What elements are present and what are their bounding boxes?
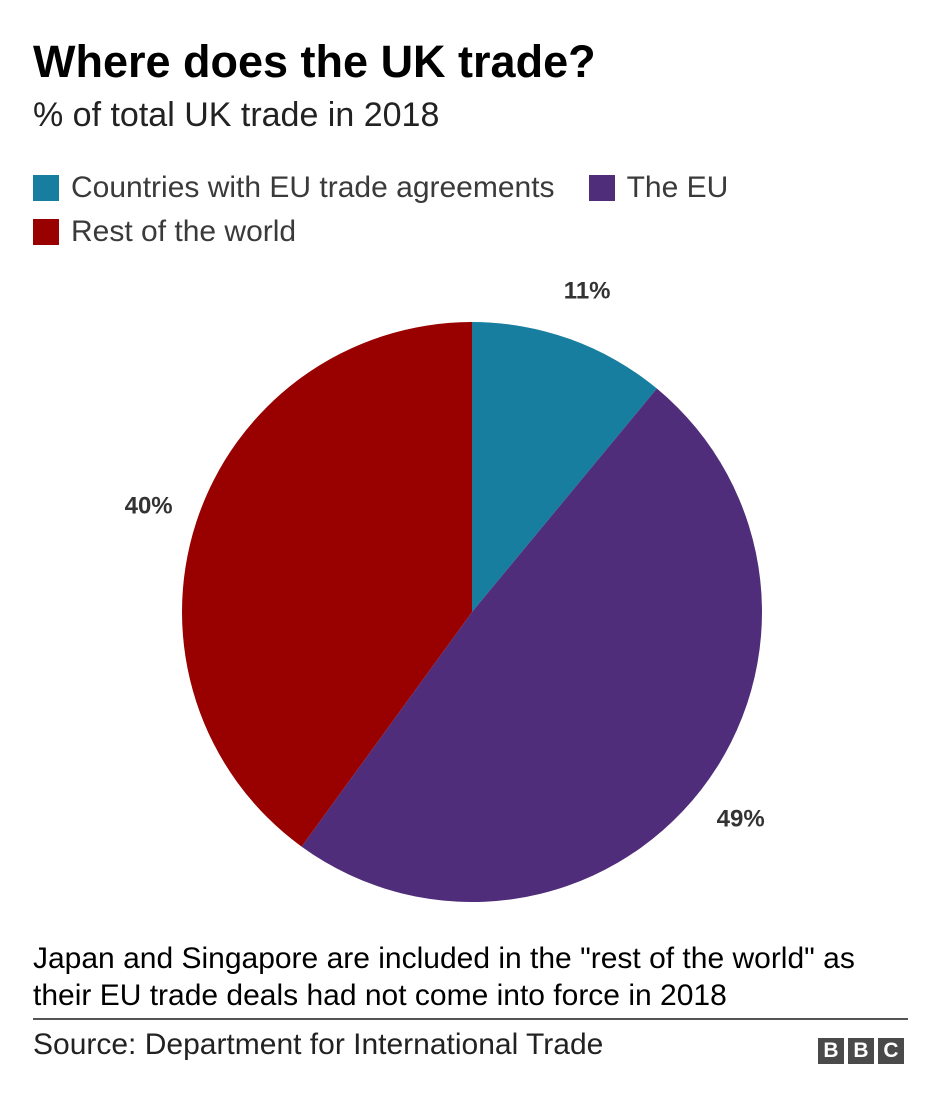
legend-swatch-eu-agreements bbox=[33, 175, 59, 201]
legend-item-rest-of-world: Rest of the world bbox=[33, 215, 296, 249]
source-text: Source: Department for International Tra… bbox=[33, 1028, 604, 1061]
legend-swatch-eu bbox=[588, 175, 615, 201]
bbc-logo-letter: B bbox=[848, 1038, 874, 1064]
pie-slice-1 bbox=[472, 322, 657, 612]
pie-slice-label: 11% bbox=[564, 277, 611, 304]
footer-divider bbox=[33, 1018, 908, 1020]
pie-slice-label: 49% bbox=[717, 806, 765, 833]
bbc-logo-letter: B bbox=[818, 1038, 844, 1064]
legend-row-2: Rest of the world bbox=[33, 210, 913, 254]
footnote: Japan and Singapore are included in the … bbox=[33, 942, 855, 1012]
pie-slice-label: 40% bbox=[125, 492, 173, 519]
bbc-logo: B B C bbox=[818, 1038, 908, 1064]
pie-slice-3 bbox=[181, 322, 473, 847]
legend-item-eu: The EU bbox=[588, 171, 729, 205]
pie-chart: 11% 49% 40% bbox=[125, 277, 765, 902]
legend-swatch-rest-of-world bbox=[33, 219, 59, 245]
legend-label-eu-agreements: Countries with EU trade agreements bbox=[71, 171, 555, 204]
chart-title: Where does the UK trade? bbox=[33, 36, 596, 87]
chart-subtitle: % of total UK trade in 2018 bbox=[33, 96, 440, 134]
legend-label-eu: The EU bbox=[626, 171, 729, 204]
pie-slice-2 bbox=[301, 388, 762, 902]
legend-row-1: Countries with EU trade agreements The E… bbox=[33, 166, 913, 210]
legend-label-rest-of-world: Rest of the world bbox=[71, 215, 297, 248]
legend: Countries with EU trade agreements The E… bbox=[33, 166, 913, 254]
bbc-logo-letter: C bbox=[878, 1038, 904, 1064]
legend-item-eu-agreements: Countries with EU trade agreements bbox=[33, 171, 555, 205]
